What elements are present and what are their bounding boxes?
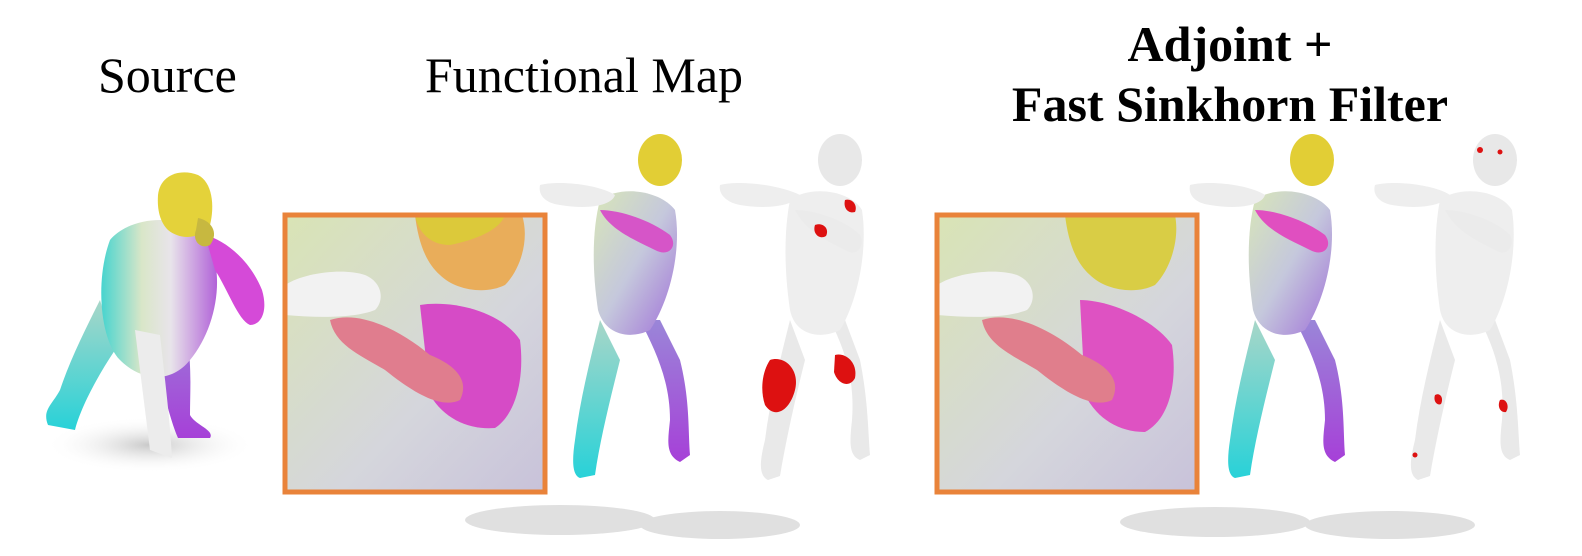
adjoint-inset xyxy=(934,212,1200,495)
functional-map-colored-mesh xyxy=(465,134,690,535)
adjoint-inset-frame xyxy=(934,212,1200,495)
functional-map-inset xyxy=(282,212,548,495)
functional-map-title: Functional Map xyxy=(425,47,744,103)
source-gorilla-mesh xyxy=(45,172,265,473)
adjoint-sinkhorn-title: Adjoint + Fast Sinkhorn Filter xyxy=(1000,14,1460,134)
functional-map-inset-frame xyxy=(282,212,548,495)
adjoint-error-mesh xyxy=(1305,134,1520,539)
adjoint-title-line2: Fast Sinkhorn Filter xyxy=(1011,76,1449,132)
adjoint-colored-mesh xyxy=(1120,134,1345,537)
functional-map-error-mesh xyxy=(640,134,870,539)
adjoint-title-line1: Adjoint + xyxy=(1127,16,1333,72)
source-title: Source xyxy=(98,47,237,103)
